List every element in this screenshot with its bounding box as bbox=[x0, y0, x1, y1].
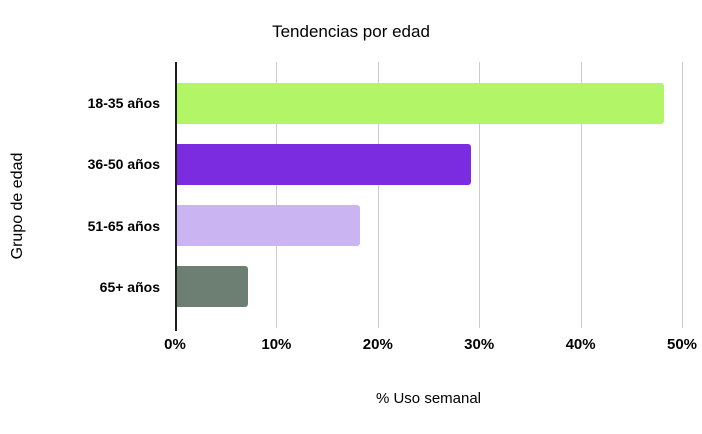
category-label: 51-65 años bbox=[87, 217, 160, 234]
category-label: 36-50 años bbox=[87, 156, 160, 173]
chart-title: Tendencias por edad bbox=[272, 22, 430, 41]
plot-area bbox=[175, 62, 683, 331]
gridline bbox=[682, 62, 683, 328]
y-axis-line bbox=[175, 62, 177, 331]
y-axis-category-labels: 18-35 años 36-50 años 51-65 años 65+ años bbox=[0, 0, 167, 434]
x-tick-label: 40% bbox=[565, 336, 596, 353]
x-tick-label: 50% bbox=[666, 336, 698, 353]
bar bbox=[177, 205, 360, 247]
gridline bbox=[580, 62, 582, 328]
bar bbox=[177, 82, 664, 124]
category-label: 18-35 años bbox=[87, 95, 160, 111]
category-label: 65+ años bbox=[99, 278, 160, 295]
gridline bbox=[276, 62, 278, 328]
x-axis-title: % Uso semanal bbox=[375, 390, 482, 407]
x-tick-label: 30% bbox=[464, 336, 495, 353]
bar bbox=[177, 143, 472, 185]
x-tick-label: 10% bbox=[261, 336, 292, 353]
x-tick-label: 0% bbox=[164, 336, 186, 353]
gridline bbox=[377, 62, 379, 328]
x-tick-label: 20% bbox=[362, 336, 393, 353]
bar bbox=[177, 266, 248, 308]
gridline bbox=[479, 62, 481, 328]
